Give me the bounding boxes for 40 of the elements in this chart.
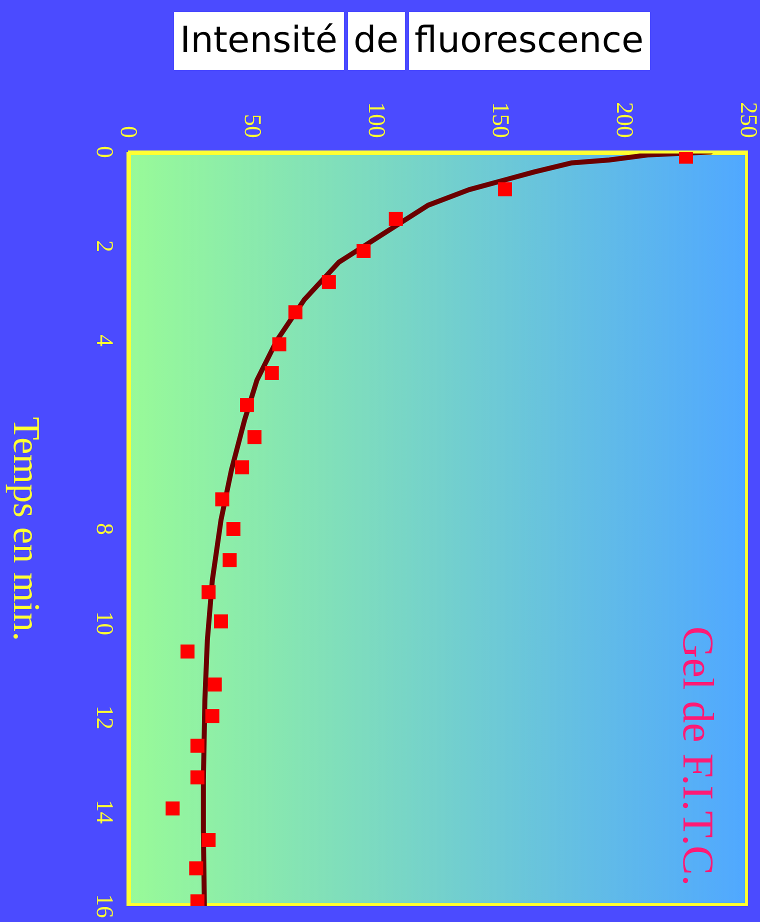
point [190,738,204,753]
point [208,678,222,692]
point [240,398,254,412]
x-tick-label: 250 [735,102,760,138]
point [272,337,286,352]
x-tick-label: 0 [115,126,141,138]
point [214,614,228,628]
point [322,275,336,290]
x-axis-title: Intensité de fluorescence [179,19,645,63]
point [202,833,216,848]
point [264,366,279,380]
point [222,553,237,568]
x-tick-label: 200 [611,102,637,138]
point [190,770,204,784]
x-tick-label: 150 [487,102,513,138]
point [247,430,262,444]
y-axis-title: Temps en min. [5,416,47,642]
y-tick-label: 0 [91,146,117,158]
point [288,305,302,320]
point [388,212,403,226]
point [202,585,216,600]
point [235,460,250,474]
y-tick-label: 10 [91,611,117,636]
annotation: Gel de F.I.T.C. [674,626,722,886]
point [215,492,230,506]
y-tick-label: 2 [91,240,117,252]
point [180,644,195,659]
point [166,801,180,816]
point [356,244,371,258]
x-tick-label: 100 [363,102,389,138]
y-tick-label: 8 [91,523,117,535]
y-tick-label: 14 [91,800,117,824]
x-tick-label: 50 [239,114,265,138]
point [226,522,240,536]
y-tick-label: 4 [91,334,117,346]
point [205,709,220,724]
point [189,861,204,876]
y-tick-label: 12 [91,706,117,730]
y-tick-label: 16 [91,894,117,918]
point [498,182,512,196]
